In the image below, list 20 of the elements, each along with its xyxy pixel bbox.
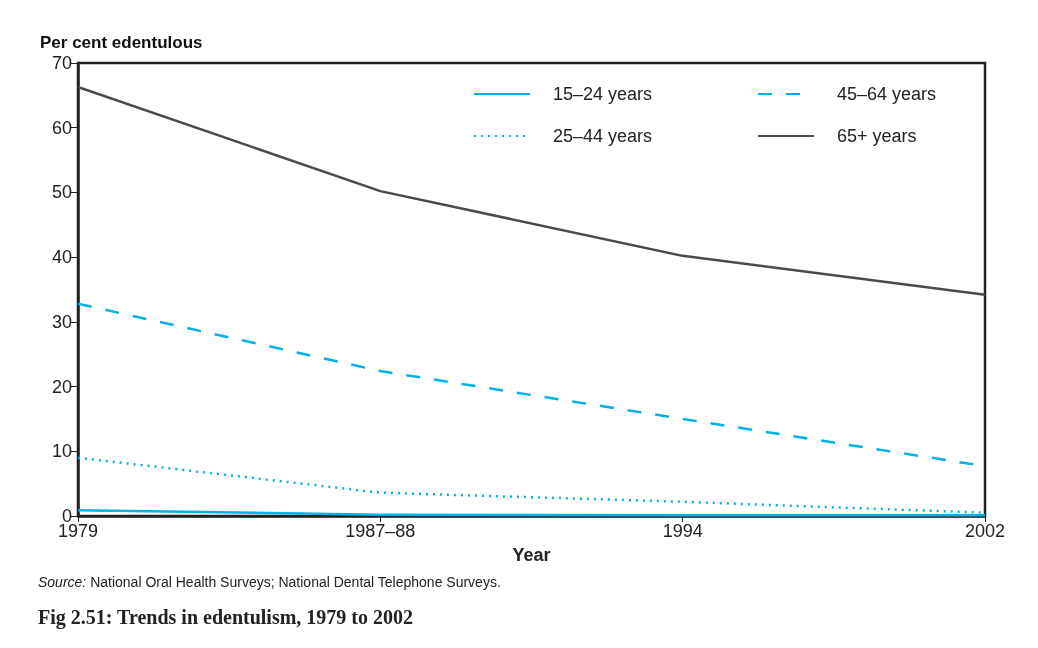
x-axis-title: Year (512, 545, 551, 565)
text: Fig 2.51: Trends in edentulism, 1979 to 2002 (38, 606, 414, 629)
x-tick-label: 1994 (662, 521, 703, 541)
y-tick-label: 20 (51, 376, 72, 397)
legend-label: 25–44 years (553, 126, 653, 146)
y-tick-label: 60 (51, 117, 72, 138)
y-tick-label: 50 (51, 182, 72, 203)
x-tick-label: 1979 (57, 521, 99, 541)
y-tick-label: 40 (51, 247, 72, 268)
y-tick-label: 30 (51, 311, 72, 332)
source-note: Source: National Oral Health Surveys; National Dental Telephone Surveys. (38, 574, 501, 590)
x-tick-label: 2002 (964, 521, 1006, 541)
legend-label: 65+ years (837, 126, 917, 146)
y-axis-title: Per cent edentulous (40, 33, 203, 52)
legend-label: 45–64 years (837, 84, 937, 104)
line-series (76, 85, 987, 296)
legend-label: 15–24 years (553, 84, 653, 104)
y-tick-label: 10 (51, 441, 72, 462)
y-tick-label: 70 (51, 53, 72, 73)
x-tick-label: 1987–88 (345, 521, 416, 541)
